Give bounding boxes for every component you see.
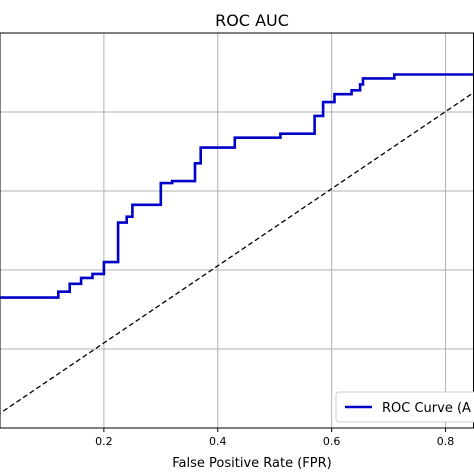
roc-curve-line	[0, 73, 474, 299]
chance-line	[0, 91, 474, 415]
x-tick-label-1: 0.4	[209, 435, 227, 448]
grid	[0, 32, 474, 428]
x-tick-label-2: 0.6	[323, 435, 341, 448]
legend-box	[335, 391, 474, 423]
x-tick-label-0: 0.2	[95, 435, 113, 448]
legend-label-roc: ROC Curve (A	[382, 401, 471, 416]
x-tick-label-3: 0.8	[437, 435, 455, 448]
plot-frame	[0, 32, 474, 429]
chart-title: ROC AUC	[215, 11, 289, 30]
x-axis-label: False Positive Rate (FPR)	[172, 456, 331, 471]
legend: ROC Curve (A	[335, 391, 474, 423]
plot-area	[0, 73, 474, 415]
x-axis-ticks: 0.2 0.4 0.6 0.8	[95, 428, 454, 448]
